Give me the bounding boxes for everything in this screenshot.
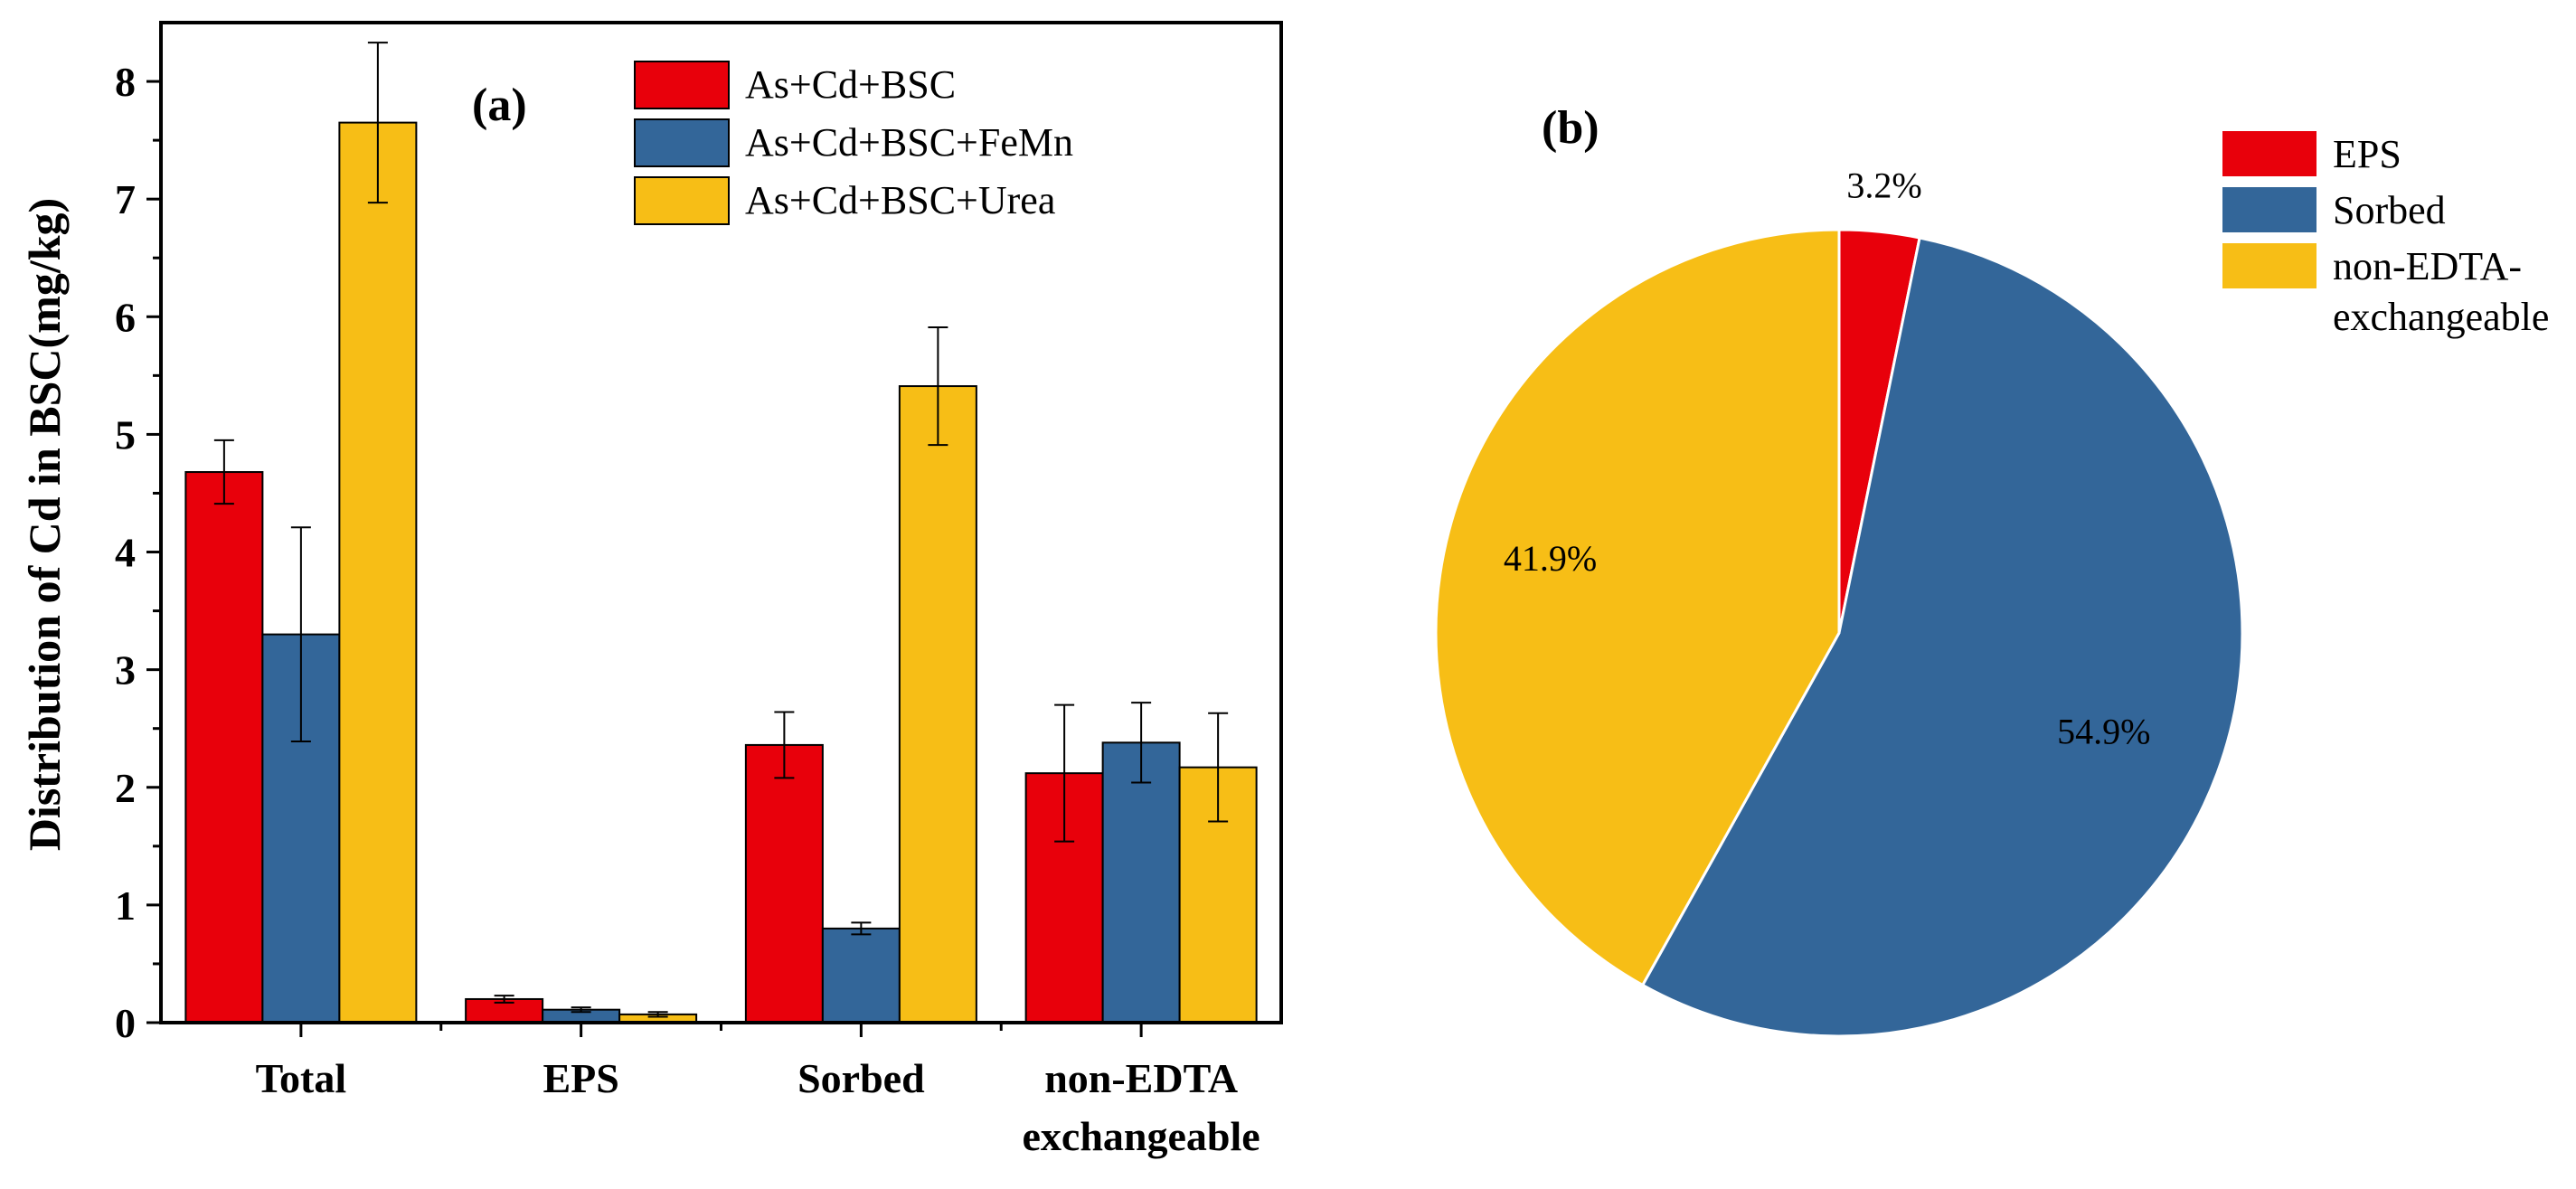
pie-legend: EPS Sorbed non-EDTA-exchangeable	[2222, 131, 2549, 339]
pie-percent-labels: 3.2% 54.9% 41.9%	[1504, 165, 2150, 752]
legend-swatch	[634, 118, 730, 167]
legend-label: Sorbed	[2333, 188, 2446, 232]
y-tick-label: 3	[115, 647, 136, 694]
pie-percent-label: 41.9%	[1504, 538, 1597, 579]
y-tick-label: 1	[115, 882, 136, 929]
bar-0-2	[338, 121, 418, 1024]
bar-0-0	[184, 471, 264, 1024]
bar-2-2	[898, 385, 977, 1024]
legend-swatch	[634, 176, 730, 225]
legend-label: non-EDTA-	[2333, 244, 2522, 288]
y-axis-title: Distribution of Cd in BSC(mg/kg)	[19, 198, 70, 851]
pie-chart-panel: 3.2% 54.9% 41.9% (b) EPS Sorbed non-EDTA-exc…	[1434, 102, 2549, 1038]
legend-label: exchangeable	[2333, 295, 2549, 339]
x-category-label: EPS	[543, 1055, 618, 1101]
bar-legend: As+Cd+BSC As+Cd+BSC+FeMn As+Cd+BSC+Urea	[634, 61, 1073, 225]
bar-2-1	[821, 927, 901, 1024]
y-tick-label: 4	[115, 530, 136, 576]
x-category-label: exchangeable	[1023, 1113, 1260, 1159]
legend-swatch	[2222, 187, 2317, 232]
panel-label-a: (a)	[472, 80, 527, 131]
panel-label-b: (b)	[1542, 102, 1599, 154]
legend-swatch	[2222, 131, 2317, 176]
error-bar-group	[213, 42, 1229, 1018]
legend-swatch	[2222, 243, 2317, 288]
bar-series-group	[184, 121, 1258, 1024]
x-category-label: non-EDTA	[1044, 1055, 1238, 1101]
x-axis-categories: Total EPS Sorbed non-EDTA exchangeable	[256, 1023, 1260, 1159]
legend-label: As+Cd+BSC+FeMn	[745, 120, 1073, 165]
legend-label: As+Cd+BSC	[745, 62, 956, 107]
pie-percent-label: 3.2%	[1846, 165, 1921, 206]
y-tick-label: 7	[115, 176, 136, 222]
legend-label: As+Cd+BSC+Urea	[745, 178, 1055, 222]
pie-slice-sorbed	[1640, 236, 2244, 1038]
y-tick-label: 5	[115, 411, 136, 458]
pie-slices-group	[1434, 228, 2244, 1038]
bar-chart-panel: 0 1 2 3 4 5 6 7 8 Total EPS Sorbed non-EDTA exchange…	[19, 21, 1283, 1159]
y-tick-label: 6	[115, 294, 136, 340]
x-category-label: Total	[256, 1055, 347, 1101]
x-category-label: Sorbed	[797, 1055, 925, 1101]
pie-percent-label: 54.9%	[2057, 712, 2150, 752]
y-axis-ticks: 0 1 2 3 4 5 6 7 8	[115, 59, 161, 1046]
pie-slice-non-edta-exchangeable	[1434, 228, 1841, 987]
bar-2-0	[744, 743, 824, 1024]
y-tick-label: 0	[115, 1000, 136, 1046]
y-tick-label: 8	[115, 59, 136, 105]
legend-swatch	[634, 61, 730, 109]
legend-label: EPS	[2333, 132, 2401, 176]
bar-3-1	[1101, 741, 1181, 1024]
y-tick-label: 2	[115, 765, 136, 811]
